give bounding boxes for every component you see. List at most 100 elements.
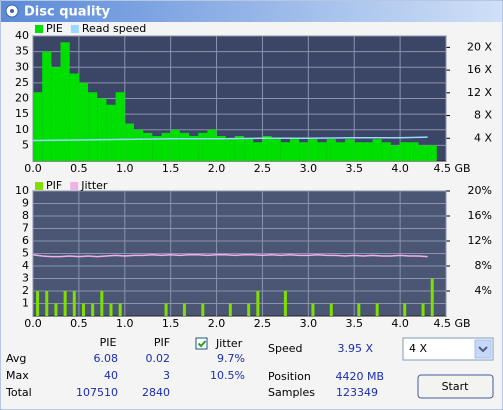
bar <box>170 129 180 161</box>
x-tick-label: 0.5 <box>70 317 88 330</box>
bar <box>271 139 281 161</box>
x-tick-label: 0.0 <box>24 162 42 175</box>
x-tick-label: 3.5 <box>345 317 363 330</box>
x-tick-label: 0.5 <box>70 162 88 175</box>
bar <box>164 303 168 316</box>
y2-tick-label: 20% <box>468 184 492 197</box>
bar <box>201 303 205 316</box>
bar <box>299 142 309 161</box>
y-tick-label: 40 <box>15 29 29 42</box>
line <box>32 136 428 142</box>
bar <box>228 303 232 316</box>
bar <box>69 73 79 161</box>
x-tick-label: 4.5 GB <box>433 162 470 175</box>
max-pie: 40 <box>104 369 118 382</box>
bar <box>345 139 355 161</box>
bar <box>33 92 43 161</box>
bar <box>244 139 254 161</box>
bar <box>262 136 272 161</box>
start-button[interactable] <box>417 374 494 399</box>
y-tick-label: 1 <box>22 297 29 310</box>
y-tick-label: 30 <box>15 60 29 73</box>
avg-pif: 0.02 <box>146 352 171 365</box>
bar <box>189 136 199 161</box>
bar <box>253 142 263 161</box>
y-tick-label: 4 <box>22 259 29 272</box>
y-tick-label: 2 <box>22 284 29 297</box>
y-tick-label: 5 <box>22 247 29 260</box>
bar <box>381 142 391 161</box>
y2-tick-label: 16 X <box>467 63 492 76</box>
y-tick-label: 10 <box>15 123 29 136</box>
jitter-checkbox[interactable] <box>195 337 208 350</box>
speed-dropdown[interactable] <box>402 337 494 361</box>
header-pie: PIE <box>100 336 117 349</box>
x-tick-label: 2.5 <box>254 162 272 175</box>
bar <box>78 82 89 161</box>
dropdown-arrow-button[interactable] <box>474 339 492 359</box>
row-label: Max <box>6 369 29 382</box>
bar <box>182 303 186 316</box>
bar <box>143 132 153 161</box>
bar <box>430 278 434 316</box>
samples-label: Samples <box>268 386 315 399</box>
x-tick-label: 1.5 <box>162 162 180 175</box>
line <box>32 254 428 258</box>
title-bar <box>1 1 502 22</box>
speed-value: 3.95 X <box>337 342 373 355</box>
total-pie: 107510 <box>76 386 118 399</box>
bar <box>308 139 318 161</box>
bar <box>45 291 49 316</box>
bar <box>280 142 290 161</box>
bar <box>326 139 336 161</box>
bar <box>390 145 401 161</box>
bar <box>363 142 373 161</box>
bar <box>372 139 382 161</box>
position-label: Position <box>268 370 311 383</box>
title-icon-hole <box>10 9 14 13</box>
legend-swatch <box>35 182 43 190</box>
bar <box>225 139 235 161</box>
x-tick-label: 1.0 <box>116 162 134 175</box>
y-tick-label: 6 <box>22 234 29 247</box>
y-tick-label: 35 <box>15 45 29 58</box>
bar <box>421 303 425 316</box>
x-tick-label: 4.5 GB <box>433 317 470 330</box>
bar <box>152 136 162 161</box>
bar <box>81 303 85 316</box>
position-value: 4420 MB <box>335 370 384 383</box>
bar <box>51 67 61 161</box>
x-tick-label: 1.5 <box>162 317 180 330</box>
avg-pie: 6.08 <box>94 352 119 365</box>
bar <box>36 291 40 316</box>
bar <box>198 132 208 161</box>
bar <box>418 145 428 161</box>
bar <box>403 303 407 316</box>
header-pif: PIF <box>154 336 170 349</box>
bar <box>60 42 70 161</box>
bar <box>161 132 171 161</box>
y2-tick-label: 8 X <box>474 109 492 122</box>
bar <box>354 142 364 161</box>
legend-swatch <box>35 25 43 33</box>
x-tick-label: 2.0 <box>208 317 226 330</box>
speed-dropdown-value: 4 X <box>409 342 427 355</box>
bar <box>329 303 333 316</box>
x-tick-label: 0.0 <box>24 317 42 330</box>
legend-label: PIE <box>46 22 63 35</box>
samples-value: 123349 <box>336 386 378 399</box>
bar <box>256 291 260 316</box>
legend-swatch <box>70 25 79 33</box>
bar <box>118 303 122 316</box>
bar <box>106 104 116 161</box>
checkmark <box>197 340 207 348</box>
bar <box>335 142 346 161</box>
bar <box>427 145 437 161</box>
avg-jitter: 9.7% <box>217 352 245 365</box>
bar <box>91 303 95 316</box>
bar <box>124 123 134 161</box>
x-tick-label: 4.0 <box>391 317 409 330</box>
y2-tick-label: 20 X <box>467 40 492 53</box>
